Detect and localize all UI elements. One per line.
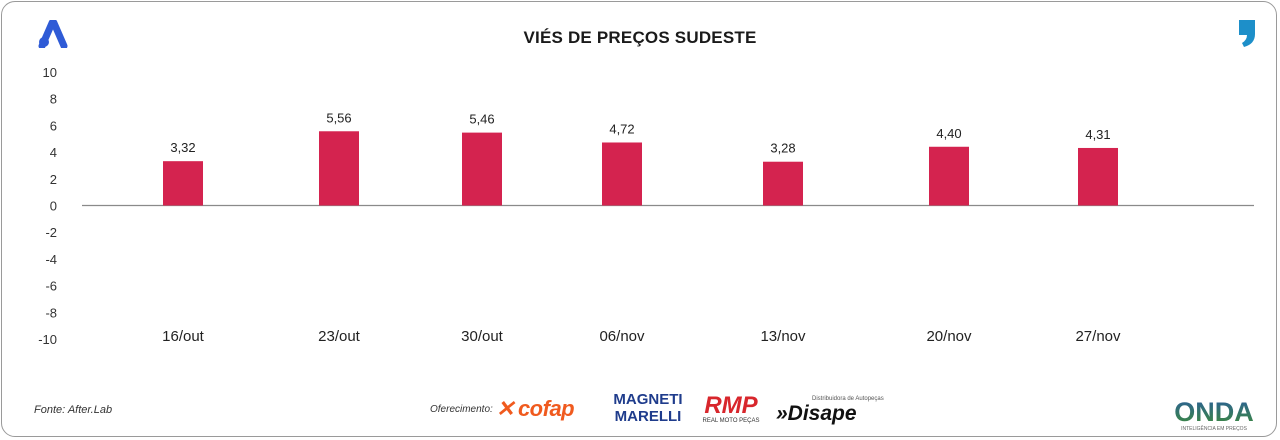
bar-27-nov (1078, 147, 1118, 206)
bar-13-nov (763, 161, 803, 206)
y-tick-label: -10 (38, 332, 57, 347)
rmp-tagline: REAL MOTO PEÇAS (702, 418, 759, 424)
rmp-text: RMP (704, 392, 758, 419)
disape-tagline: Distribuidora de Autopeças (812, 396, 884, 402)
x-tick-label: 27/nov (1075, 328, 1121, 345)
y-tick-label: 0 (50, 199, 57, 214)
disape-text: »Disape (776, 402, 857, 425)
y-tick-label: -8 (45, 305, 57, 320)
cofap-logo: ✕ cofap (496, 396, 575, 421)
bar-30-out (462, 132, 502, 206)
data-label: 3,32 (170, 140, 195, 155)
chart-title: VIÉS DE PREÇOS SUDESTE (523, 28, 757, 47)
onda-text: ONDA (1174, 397, 1254, 427)
x-tick-label: 23/out (318, 328, 361, 345)
y-tick-label: -4 (45, 252, 57, 267)
y-tick-label: -2 (45, 225, 57, 240)
x-tick-label: 13/nov (760, 328, 806, 345)
magneti-marelli-logo: MAGNETI MARELLI (614, 391, 682, 424)
magneti-line1: MAGNETI (614, 391, 682, 408)
data-label: 4,31 (1085, 127, 1110, 142)
y-tick-label: 4 (50, 145, 57, 160)
x-tick-label: 20/nov (926, 328, 972, 345)
bar-23-out (319, 131, 359, 206)
x-tick-label: 06/nov (599, 328, 645, 345)
brand-a-icon (38, 20, 68, 48)
data-label: 3,28 (770, 141, 795, 156)
data-label: 4,72 (609, 121, 634, 136)
data-label: 5,46 (469, 112, 494, 127)
data-label: 5,56 (326, 110, 351, 125)
rmp-logo: RMP REAL MOTO PEÇAS (702, 392, 759, 424)
source-note: Fonte: After.Lab (34, 404, 113, 416)
bar-16-out (163, 161, 203, 206)
bar-20-nov (929, 146, 969, 206)
x-tick-label: 16/out (162, 328, 205, 345)
y-tick-label: 6 (50, 118, 57, 133)
y-tick-label: 10 (43, 65, 57, 80)
disape-logo: Distribuidora de Autopeças »Disape (776, 396, 884, 426)
data-label: 4,40 (936, 126, 961, 141)
y-tick-label: 8 (50, 92, 57, 107)
x-tick-label: 30/out (461, 328, 504, 345)
onda-tagline: INTELIGÊNCIA EM PREÇOS (1181, 424, 1248, 432)
sponsor-label: Oferecimento: (430, 404, 493, 415)
y-tick-label: 2 (50, 172, 57, 187)
onda-logo: ONDA INTELIGÊNCIA EM PREÇOS (1174, 397, 1254, 432)
bar-06-nov (602, 142, 642, 206)
magneti-line2: MARELLI (615, 408, 682, 424)
y-tick-label: -6 (45, 279, 57, 294)
quote-mark-icon (1239, 20, 1255, 47)
